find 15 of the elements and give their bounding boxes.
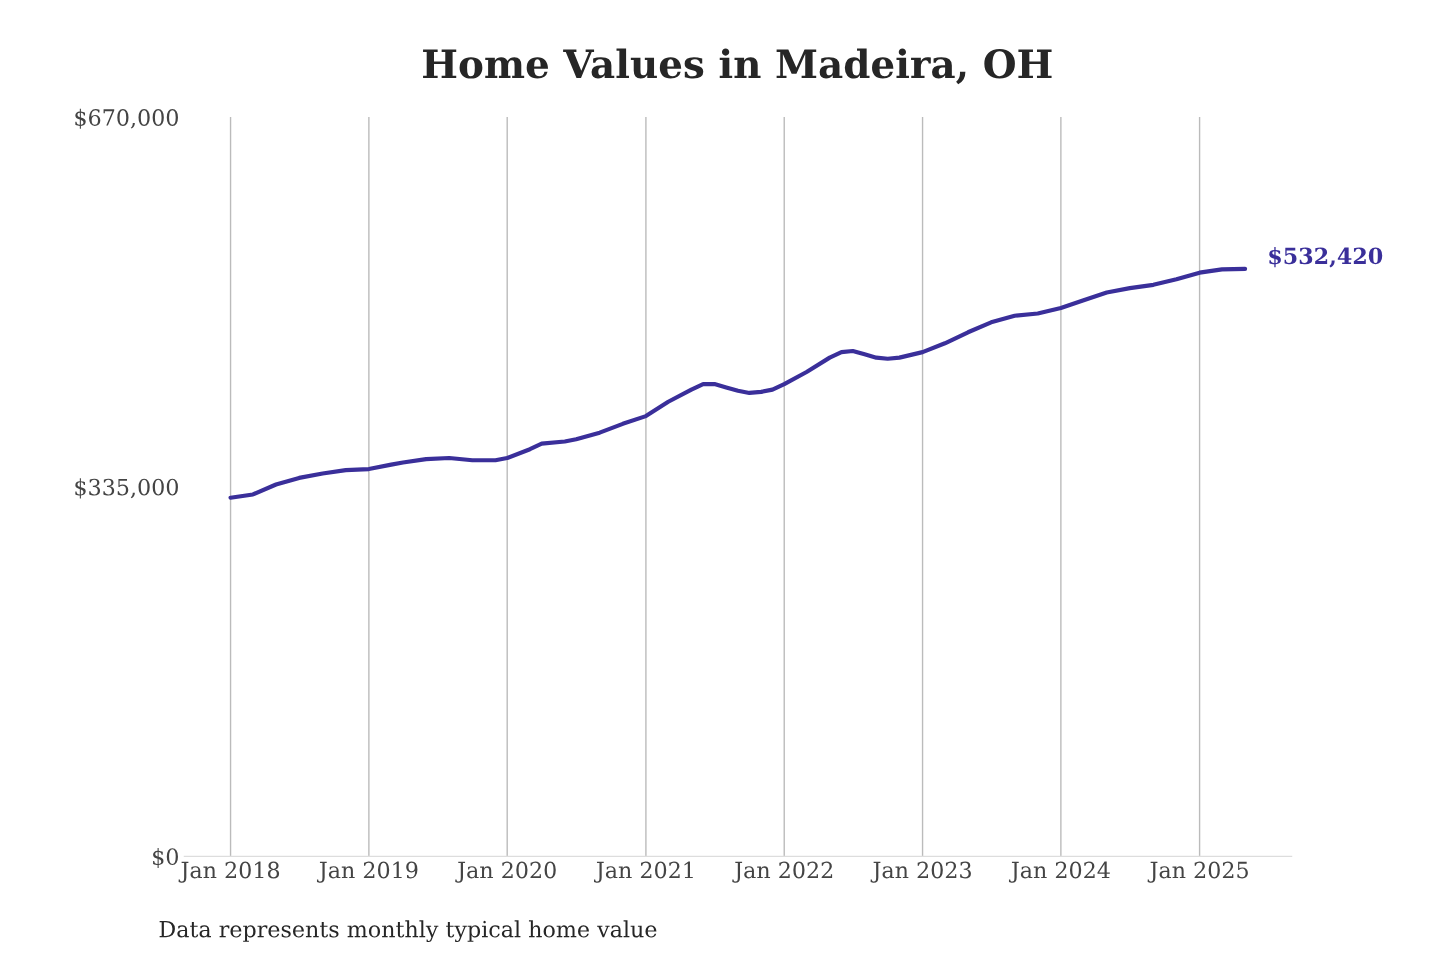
x-tick-label: Jan 2019 xyxy=(316,861,418,883)
text: Data represents monthly typical home value xyxy=(159,920,657,943)
y-tick-label: $670,000 xyxy=(75,108,178,129)
line-series xyxy=(228,266,1248,500)
x-tick-label: Jan 2025 xyxy=(1147,861,1248,883)
y-tick-label: $335,000 xyxy=(75,478,178,499)
x-tick-label: Jan 2018 xyxy=(178,861,280,883)
x-tick-label: Jan 2022 xyxy=(732,861,833,883)
annotation: $532,420 xyxy=(1269,247,1383,268)
y-tick-label: $0 xyxy=(153,847,178,869)
x-tick-label: Jan 2023 xyxy=(870,861,971,883)
x-tick-label: Jan 2020 xyxy=(455,861,556,883)
x-tick-label: Jan 2021 xyxy=(594,861,693,883)
x-tick-label: Jan 2024 xyxy=(1008,861,1110,883)
chart-title: Home Values in Madeira, OH xyxy=(423,48,1052,85)
